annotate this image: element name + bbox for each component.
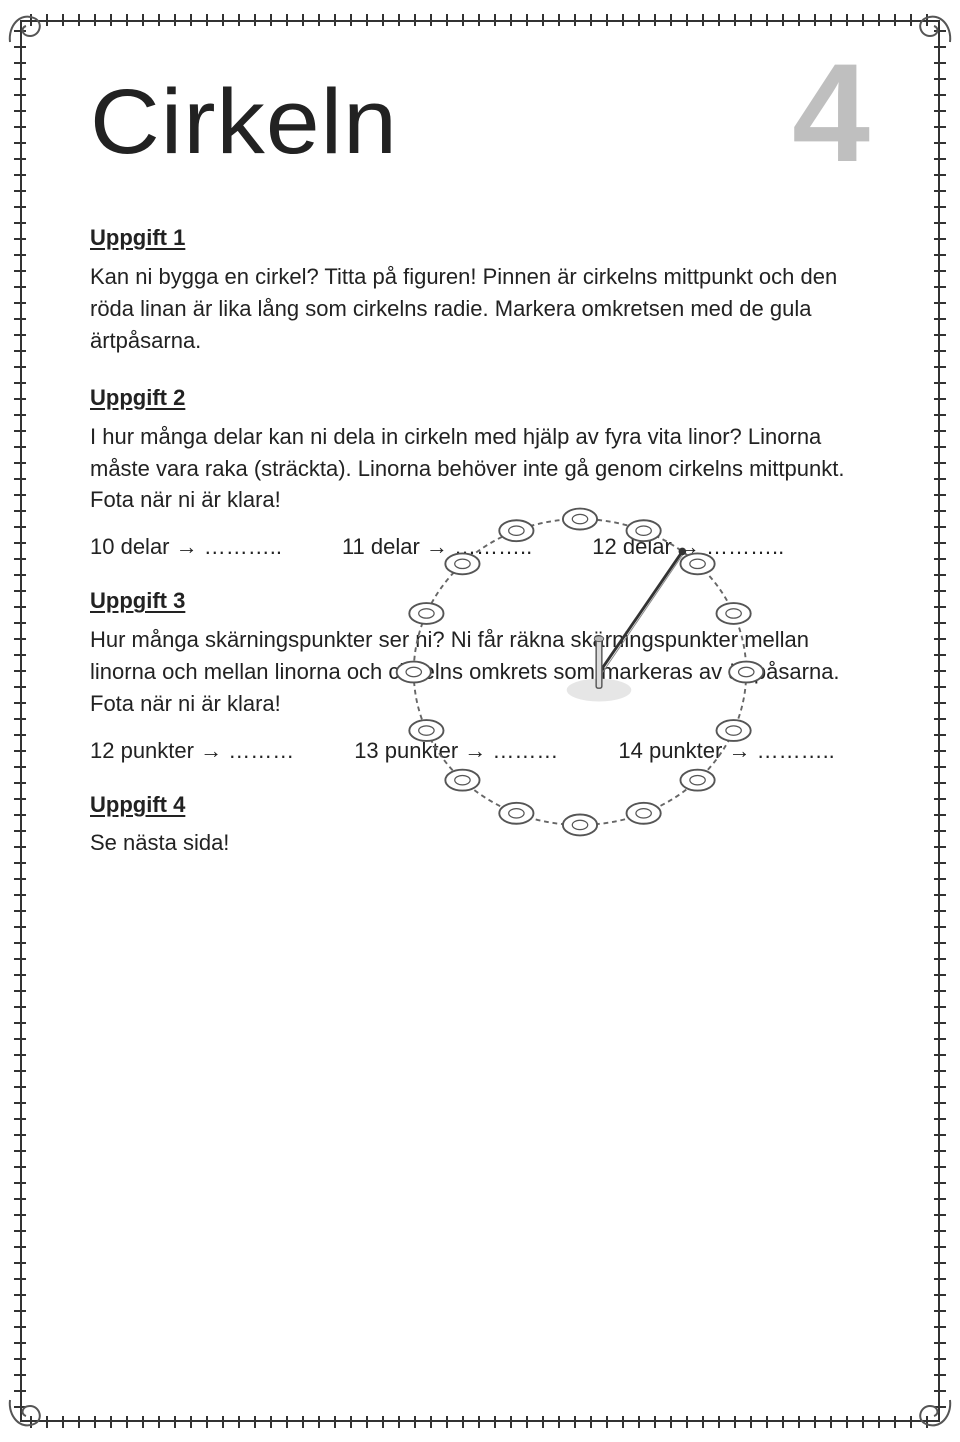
page-title: Cirkeln (90, 70, 398, 175)
worksheet-page: Cirkeln 4 Uppgift 1 Kan ni bygga en cirk… (0, 0, 960, 1442)
corner-spiral-br (914, 1396, 954, 1436)
page-number: 4 (792, 64, 870, 162)
circle-diagram (320, 482, 840, 862)
task2-answer-0: 10 delar → ……….. (90, 534, 282, 560)
corner-spiral-bl (6, 1396, 46, 1436)
task1-heading: Uppgift 1 (90, 225, 870, 251)
content-area: Cirkeln 4 Uppgift 1 Kan ni bygga en cirk… (30, 30, 930, 892)
task2-heading: Uppgift 2 (90, 385, 870, 411)
header-row: Cirkeln 4 (90, 70, 870, 175)
task3-answer-0: 12 punkter → ……… (90, 738, 294, 764)
task1-body: Kan ni bygga en cirkel? Titta på figuren… (90, 261, 870, 357)
